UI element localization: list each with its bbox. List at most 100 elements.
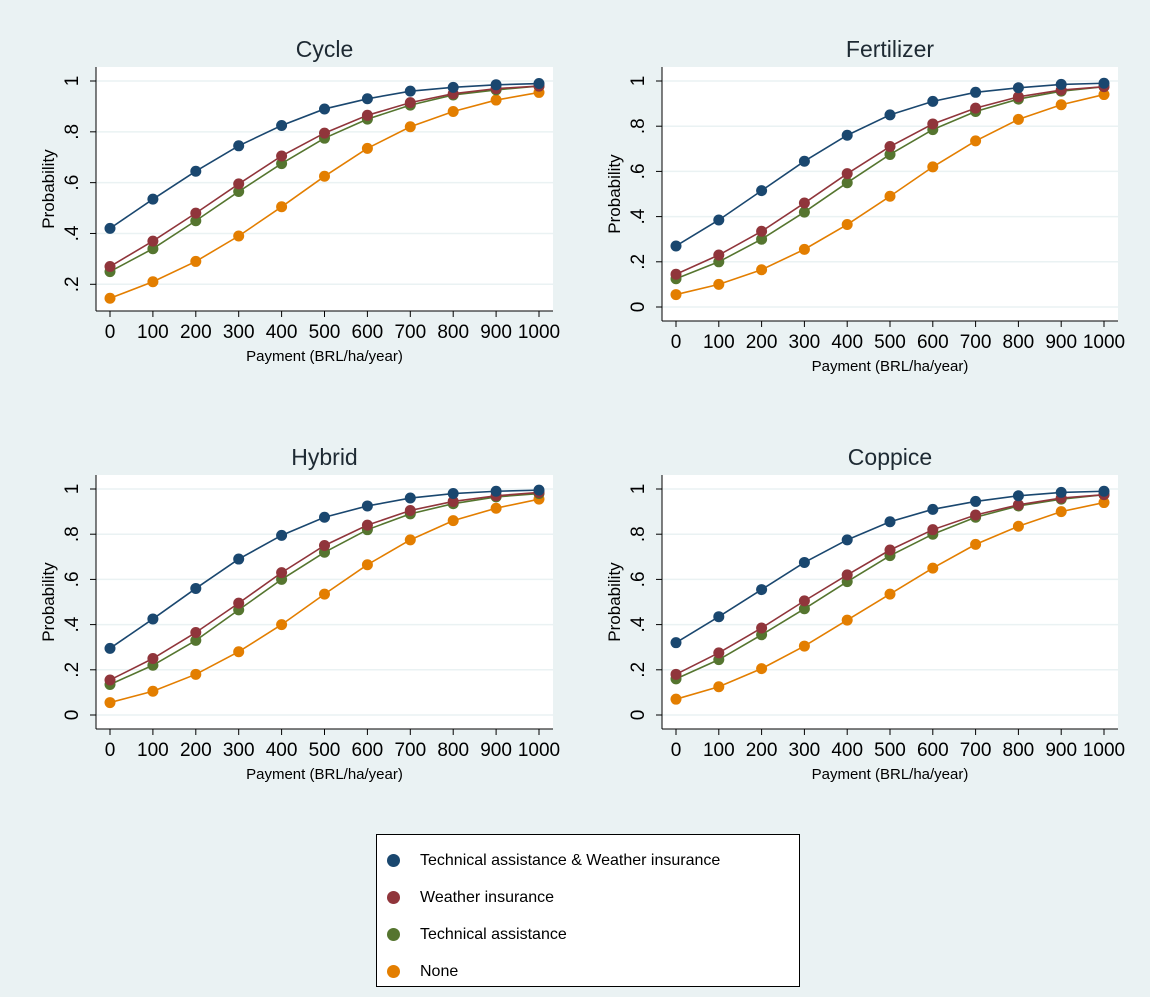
- y-tick-label: 0: [628, 710, 649, 721]
- legend-label-none: None: [420, 962, 459, 980]
- data-point: [447, 495, 459, 507]
- data-point: [190, 215, 202, 227]
- data-point: [884, 588, 896, 600]
- data-point: [970, 102, 982, 114]
- data-point: [104, 674, 116, 686]
- data-point: [404, 121, 416, 133]
- data-point: [147, 235, 159, 247]
- data-point: [970, 538, 982, 550]
- y-axis-label: Probability: [605, 562, 624, 642]
- series-0: [670, 77, 1110, 252]
- data-point: [884, 544, 896, 556]
- data-point: [190, 207, 202, 219]
- x-tick-label: 700: [960, 332, 992, 353]
- x-tick-label: 800: [437, 740, 469, 761]
- data-point: [1098, 497, 1110, 509]
- data-point: [798, 556, 810, 568]
- data-point: [884, 109, 896, 121]
- data-point: [533, 484, 545, 496]
- data-point: [319, 511, 330, 523]
- data-point: [1055, 486, 1067, 498]
- data-point: [276, 619, 288, 631]
- x-tick-label: 1000: [518, 740, 560, 761]
- x-tick-label: 1000: [1083, 740, 1125, 761]
- legend-label-wi: Weather insurance: [420, 888, 554, 906]
- data-point: [276, 529, 288, 541]
- y-tick-label: 1: [62, 484, 83, 495]
- data-point: [1055, 99, 1067, 111]
- x-tick-label: 500: [309, 322, 341, 343]
- data-point: [798, 595, 810, 607]
- data-point: [404, 97, 416, 109]
- data-point: [361, 142, 373, 154]
- data-point: [447, 515, 459, 527]
- data-point: [276, 567, 288, 579]
- x-tick-label: 800: [1003, 740, 1035, 761]
- y-tick-label: .4: [62, 616, 83, 632]
- data-point: [361, 93, 373, 105]
- data-point: [713, 214, 725, 226]
- y-tick-label: .6: [62, 571, 83, 587]
- data-point: [927, 562, 939, 574]
- data-point: [713, 647, 725, 659]
- legend-marker-none: [387, 965, 400, 978]
- x-tick-label: 600: [352, 322, 384, 343]
- data-point: [884, 516, 896, 528]
- x-tick-label: 200: [180, 322, 212, 343]
- data-point: [276, 150, 288, 162]
- data-point: [970, 86, 982, 98]
- y-tick-label: .8: [62, 124, 83, 140]
- x-tick-label: 900: [480, 740, 512, 761]
- x-axis-label: Payment (BRL/ha/year): [812, 358, 969, 375]
- data-point: [670, 268, 682, 280]
- x-tick-label: 700: [960, 740, 992, 761]
- x-tick-label: 200: [746, 332, 778, 353]
- data-point: [841, 219, 853, 231]
- series-3: [670, 497, 1110, 705]
- chart-title: Cycle: [296, 36, 354, 62]
- y-tick-label: 1: [628, 76, 649, 87]
- chart-panel-cycle: .2 .4 .6 .8 1 0 100 200 300 400 500 600 700 800 900 100…: [39, 36, 560, 365]
- chart-title: Coppice: [848, 444, 932, 470]
- data-point: [798, 197, 810, 209]
- legend-item-none: None: [377, 953, 799, 990]
- y-tick-label: 0: [628, 302, 649, 313]
- x-tick-label: 100: [703, 740, 735, 761]
- y-tick-label: 1: [62, 76, 83, 87]
- legend-marker-ta: [387, 928, 400, 941]
- data-point: [970, 495, 982, 507]
- data-point: [927, 161, 939, 173]
- data-point: [276, 158, 288, 170]
- x-tick-label: 100: [703, 332, 735, 353]
- data-point: [1012, 490, 1024, 502]
- y-tick-label: .8: [628, 526, 649, 542]
- data-point: [841, 177, 853, 189]
- data-point: [884, 141, 896, 153]
- data-point: [670, 289, 682, 301]
- legend-item-ta-wi: Technical assistance & Weather insurance: [377, 842, 799, 879]
- data-point: [841, 534, 853, 546]
- x-tick-label: 900: [1045, 332, 1077, 353]
- data-point: [841, 129, 853, 141]
- data-point: [233, 230, 245, 242]
- data-point: [190, 165, 202, 177]
- data-point: [841, 614, 853, 626]
- data-point: [190, 627, 202, 639]
- data-point: [276, 201, 288, 213]
- data-point: [1012, 499, 1024, 511]
- data-point: [756, 264, 768, 276]
- x-tick-label: 1000: [518, 322, 560, 343]
- y-tick-label: 0: [62, 710, 83, 721]
- x-tick-label: 500: [874, 740, 906, 761]
- x-tick-label: 200: [746, 740, 778, 761]
- data-point: [1098, 89, 1110, 101]
- y-tick-label: .6: [62, 175, 83, 191]
- data-point: [404, 534, 416, 546]
- y-tick-label: .4: [628, 208, 649, 224]
- x-tick-label: 400: [831, 332, 863, 353]
- y-tick-label: .4: [62, 225, 83, 241]
- data-point: [756, 233, 768, 245]
- x-tick-label: 300: [789, 740, 821, 761]
- chart-panel-coppice: 0 .2 .4 .6 .8 1 0 100 200 300 400 500 600 700 800 900 10…: [605, 444, 1125, 783]
- x-tick-label: 0: [671, 332, 682, 353]
